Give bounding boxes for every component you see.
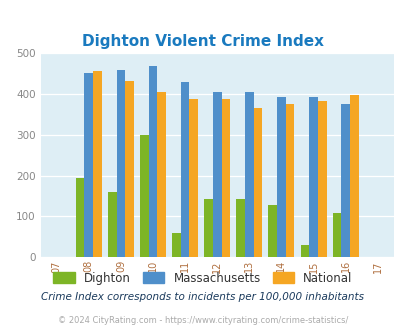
Legend: Dighton, Massachusetts, National: Dighton, Massachusetts, National	[50, 268, 355, 288]
Bar	[204, 199, 212, 257]
Text: Crime Index corresponds to incidents per 100,000 inhabitants: Crime Index corresponds to incidents per…	[41, 292, 364, 302]
Bar	[236, 199, 244, 257]
Bar	[116, 70, 125, 257]
Bar	[253, 108, 262, 257]
Bar	[309, 97, 317, 257]
Bar	[300, 245, 309, 257]
Bar	[84, 73, 93, 257]
Bar	[189, 99, 198, 257]
Bar	[332, 213, 341, 257]
Bar	[148, 66, 157, 257]
Bar	[268, 205, 277, 257]
Bar	[108, 192, 116, 257]
Bar	[212, 92, 221, 257]
Bar	[341, 104, 349, 257]
Bar	[157, 92, 166, 257]
Bar	[277, 97, 285, 257]
Bar	[349, 95, 358, 257]
Bar	[172, 233, 180, 257]
Bar	[317, 101, 326, 257]
Bar	[180, 82, 189, 257]
Bar	[140, 135, 148, 257]
Bar	[93, 71, 102, 257]
Text: © 2024 CityRating.com - https://www.cityrating.com/crime-statistics/: © 2024 CityRating.com - https://www.city…	[58, 316, 347, 325]
Bar	[125, 82, 134, 257]
Bar	[221, 99, 230, 257]
Text: Dighton Violent Crime Index: Dighton Violent Crime Index	[82, 34, 323, 49]
Bar	[244, 92, 253, 257]
Bar	[285, 104, 294, 257]
Bar	[76, 179, 84, 257]
